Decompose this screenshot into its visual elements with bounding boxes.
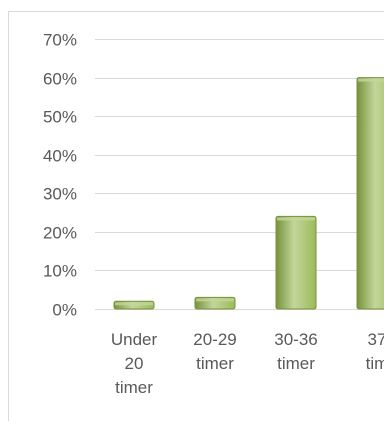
x-tick-label-line: Under [111,330,158,349]
bar-top-highlight [358,79,384,82]
x-tick-label: Under 20 timer [111,330,158,397]
x-tick-label-line: 37 [368,330,384,349]
x-tick-label-line: tim [366,354,384,373]
bar-top-highlight [115,302,153,305]
y-tick-label: 20% [43,224,77,243]
bar-top-highlight [277,217,315,220]
bar [357,78,384,309]
x-tick-label-line: 20 [125,354,144,373]
x-tick-label-line: 30-36 [274,330,317,349]
x-tick-label: 30-36 timer [274,330,317,373]
x-tick-label: 37 tim [366,330,384,373]
bar-top-highlight [196,298,234,301]
y-tick-label: 0% [52,301,77,320]
y-tick-label: 10% [43,262,77,281]
y-tick-label: 30% [43,185,77,204]
x-tick-label-line: timer [277,354,315,373]
bar [276,216,316,309]
x-tick-label-line: timer [115,378,153,397]
x-tick-label-line: 20-29 [193,330,236,349]
y-tick-label: 40% [43,147,77,166]
y-axis-tick-labels: 0% 10% 20% 30% 40% 50% 60% 70% [43,31,77,320]
x-axis-tick-labels: Under 20 timer 20-29 timer 30-36 timer 37 tim [111,330,384,397]
x-tick-label-line: timer [196,354,234,373]
y-tick-label: 70% [43,31,77,50]
x-tick-label: 20-29 timer [193,330,236,373]
gridlines [95,40,384,310]
y-tick-label: 50% [43,108,77,127]
y-tick-label: 60% [43,70,77,89]
